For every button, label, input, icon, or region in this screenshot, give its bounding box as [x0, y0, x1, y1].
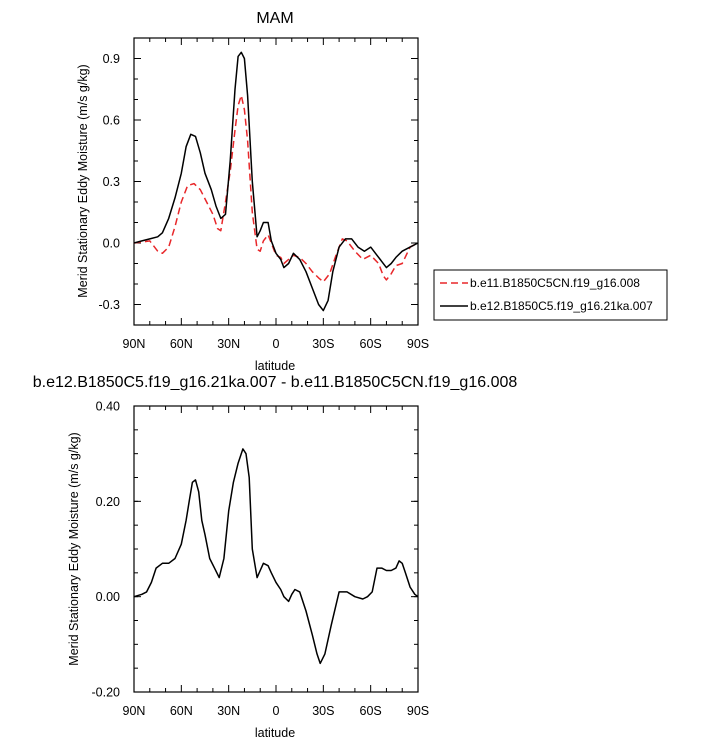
series-line-1 [133, 448, 419, 665]
x-tick-label: 60S [360, 704, 382, 718]
series-line-2 [133, 51, 419, 312]
x-tick-label: 30S [312, 704, 334, 718]
legend-box [433, 269, 668, 321]
y-tick-label: 0.20 [96, 495, 120, 509]
series-line-1 [133, 94, 419, 283]
plot-frame [133, 405, 419, 693]
y-tick-label: -0.3 [98, 298, 120, 312]
y-tick-label: 0.6 [103, 114, 120, 128]
y-tick-label: 0.0 [103, 237, 120, 251]
x-tick-label: 30N [217, 704, 240, 718]
chart-top-legend: b.e11.B1850C5CN.f19_g16.008 b.e12.B1850C… [433, 269, 668, 321]
legend-label-series-2: b.e12.B1850C5.f19_g16.21ka.007 [470, 299, 653, 313]
chart-top: MAM latitude Merid Stationary Eddy Moist… [76, 10, 429, 373]
x-tick-label: 60N [170, 337, 193, 351]
y-tick-label: 0.9 [103, 52, 120, 66]
x-tick-label: 30S [312, 337, 334, 351]
chart-bottom-title: b.e12.B1850C5.f19_g16.21ka.007 - b.e11.B… [33, 374, 518, 391]
chart-top-ylabel: Merid Stationary Eddy Moisture (m/s g/kg… [76, 64, 90, 297]
chart-bottom: b.e12.B1850C5.f19_g16.21ka.007 - b.e11.B… [33, 374, 518, 740]
y-tick-label: -0.20 [92, 686, 121, 700]
legend-label-series-1: b.e11.B1850C5CN.f19_g16.008 [470, 276, 640, 290]
x-tick-label: 90S [407, 337, 429, 351]
x-tick-label: 90N [123, 337, 146, 351]
y-tick-label: 0.00 [96, 590, 120, 604]
chart-top-xlabel: latitude [255, 359, 295, 373]
x-tick-label: 90S [407, 704, 429, 718]
y-tick-label: 0.40 [96, 400, 120, 414]
x-tick-label: 90N [123, 704, 146, 718]
chart-bottom-xlabel: latitude [255, 726, 295, 740]
chart-top-title: MAM [256, 10, 293, 27]
x-tick-label: 60N [170, 704, 193, 718]
plot-frame [133, 37, 419, 326]
chart-bottom-ylabel: Merid Stationary Eddy Moisture (m/s g/kg… [67, 432, 81, 665]
x-tick-label: 0 [273, 337, 280, 351]
x-tick-label: 30N [217, 337, 240, 351]
x-tick-label: 0 [273, 704, 280, 718]
x-tick-label: 60S [360, 337, 382, 351]
y-tick-label: 0.3 [103, 175, 120, 189]
